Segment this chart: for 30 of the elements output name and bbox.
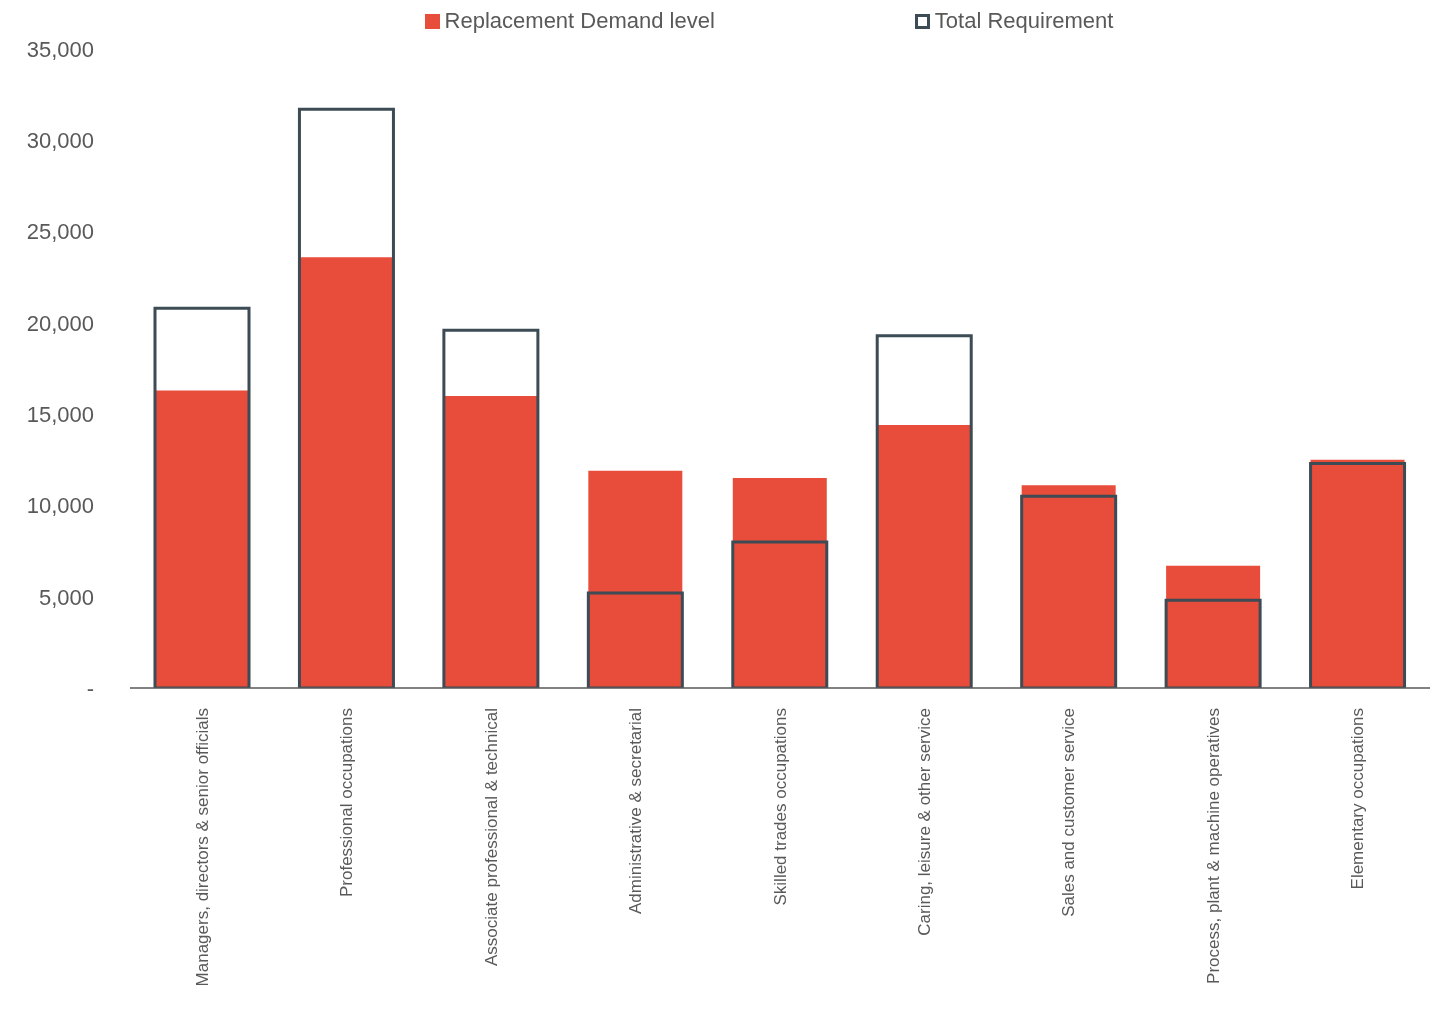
- bar: [1166, 565, 1261, 688]
- x-tick-label: Administrative & secretarial: [626, 708, 646, 914]
- x-tick-label: Elementary occupations: [1348, 708, 1368, 890]
- bar: [155, 390, 249, 688]
- bar: [297, 107, 395, 688]
- bar: [153, 306, 251, 688]
- bar: [442, 328, 540, 688]
- y-tick-label: -: [86, 675, 94, 701]
- y-tick-label: 25,000: [26, 219, 94, 245]
- bar: [875, 334, 973, 688]
- legend-label: Total Requirement: [934, 8, 1114, 34]
- bar: [732, 478, 827, 688]
- x-tick-label: Sales and customer service: [1059, 708, 1079, 917]
- bar: [588, 470, 683, 688]
- y-tick-label: 30,000: [26, 128, 94, 154]
- x-tick-label: Managers, directors & senior officials: [192, 708, 212, 987]
- bar: [443, 395, 538, 688]
- legend-label: Replacement Demand level: [444, 8, 715, 34]
- x-tick-label: Skilled trades occupations: [770, 708, 790, 906]
- x-tick-label: Professional occupations: [337, 708, 357, 898]
- y-tick-label: 5,000: [38, 584, 94, 610]
- y-tick-label: 35,000: [26, 36, 94, 62]
- x-tick-label: Process, plant & machine operatives: [1203, 708, 1223, 984]
- bar: [299, 257, 394, 688]
- x-tick-label: Associate professional & technical: [481, 708, 501, 966]
- y-tick-label: 10,000: [26, 493, 94, 519]
- y-tick-label: 15,000: [26, 401, 94, 427]
- x-tick-label: Caring, leisure & other service: [914, 708, 934, 936]
- bar: [877, 425, 972, 688]
- y-tick-label: 20,000: [26, 310, 94, 336]
